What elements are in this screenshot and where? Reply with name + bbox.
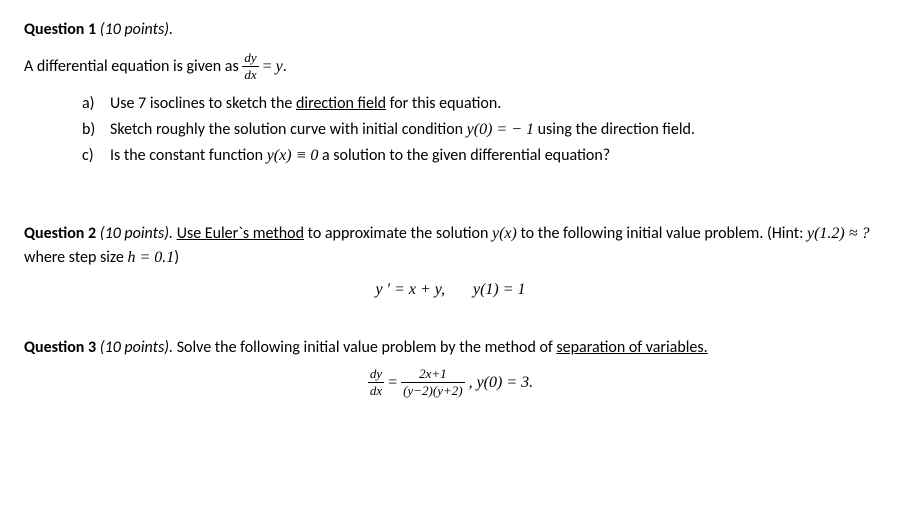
- q3-frac2-num: 2x+1: [401, 367, 464, 382]
- q1-a-ul: direction field: [296, 94, 386, 113]
- q1-intro: A differential equation is given as dydx…: [24, 52, 877, 82]
- spacer-1: [24, 176, 877, 222]
- q1-frac-den: dx: [242, 66, 258, 82]
- q2-body: Question 2 (10 points). Use Euler`s meth…: [24, 222, 877, 270]
- q2-m2: y(1.2) ≈ ?: [807, 225, 870, 242]
- q1-a-letter: a): [82, 92, 110, 116]
- q2-ul1: Use Euler`s method: [177, 224, 304, 243]
- q1-intro-prefix: A differential equation is given as: [24, 57, 242, 76]
- q1-intro-rhs: y: [276, 58, 283, 75]
- q2-points: (10 points).: [96, 224, 177, 243]
- q1-fraction: dydx: [242, 51, 258, 81]
- q1-c-content: Is the constant function y(x) ≡ 0 a solu…: [110, 144, 877, 168]
- q2-equation: y ′ = x + y, y(1) = 1: [24, 278, 877, 302]
- q1-b-letter: b): [82, 118, 110, 142]
- q1-item-a: a) Use 7 isoclines to sketch the directi…: [82, 92, 877, 116]
- q1-header: Question 1 (10 points).: [24, 18, 877, 42]
- question-3: Question 3 (10 points). Solve the follow…: [24, 336, 877, 398]
- q2-eq-left: y ′ = x + y,: [375, 281, 445, 298]
- q1-b-pre: Sketch roughly the solution curve with i…: [110, 120, 467, 139]
- q2-txt3: where step size: [24, 248, 127, 267]
- q1-c-letter: c): [82, 144, 110, 168]
- q1-item-b: b) Sketch roughly the solution curve wit…: [82, 118, 877, 142]
- q1-item-c: c) Is the constant function y(x) ≡ 0 a s…: [82, 144, 877, 168]
- q2-txt2: to the following initial value problem. …: [517, 224, 807, 243]
- q3-frac1: dydx: [368, 367, 384, 397]
- q1-c-pre: Is the constant function: [110, 146, 267, 165]
- q1-list: a) Use 7 isoclines to sketch the directi…: [24, 92, 877, 168]
- spacer-2: [24, 310, 877, 336]
- q3-points: (10 points).: [96, 338, 173, 357]
- q1-a-post: for this equation.: [386, 94, 501, 113]
- q1-label: Question 1: [24, 20, 96, 39]
- q1-a-content: Use 7 isoclines to sketch the direction …: [110, 92, 877, 116]
- q2-txt4: ): [174, 248, 179, 267]
- q1-frac-num: dy: [242, 51, 258, 66]
- q3-mid: =: [384, 374, 401, 391]
- q1-c-math: y(x) ≡ 0: [267, 147, 319, 164]
- q2-m1: y(x): [492, 225, 517, 242]
- q3-label: Question 3: [24, 338, 96, 357]
- q3-equation: dydx = 2x+1(y−2)(y+2) , y(0) = 3.: [24, 368, 877, 398]
- q2-m3: h = 0.1: [127, 249, 174, 266]
- q1-intro-mid: =: [259, 58, 276, 75]
- q1-b-post: using the direction field.: [534, 120, 695, 139]
- q2-eq-right: y(1) = 1: [473, 281, 526, 298]
- question-1: Question 1 (10 points). A differential e…: [24, 18, 877, 168]
- q1-a-pre: Use 7 isoclines to sketch the: [110, 94, 296, 113]
- q3-body: Question 3 (10 points). Solve the follow…: [24, 336, 877, 360]
- q1-b-math: y(0) = − 1: [467, 121, 534, 138]
- q2-txt1: to approximate the solution: [304, 224, 492, 243]
- q3-frac2: 2x+1(y−2)(y+2): [401, 367, 464, 397]
- q3-ul1: separation of variables.: [556, 338, 707, 357]
- question-2: Question 2 (10 points). Use Euler`s meth…: [24, 222, 877, 302]
- q3-frac1-num: dy: [368, 367, 384, 382]
- q3-txt1: Solve the following initial value proble…: [173, 338, 556, 357]
- q2-label: Question 2: [24, 224, 96, 243]
- q1-points: (10 points).: [96, 20, 173, 39]
- q1-c-post: a solution to the given differential equ…: [318, 146, 610, 165]
- q3-frac2-den: (y−2)(y+2): [401, 382, 464, 398]
- q1-b-content: Sketch roughly the solution curve with i…: [110, 118, 877, 142]
- q1-intro-suffix: .: [283, 57, 287, 76]
- q3-tail: , y(0) = 3.: [465, 374, 534, 391]
- q3-frac1-den: dx: [368, 382, 384, 398]
